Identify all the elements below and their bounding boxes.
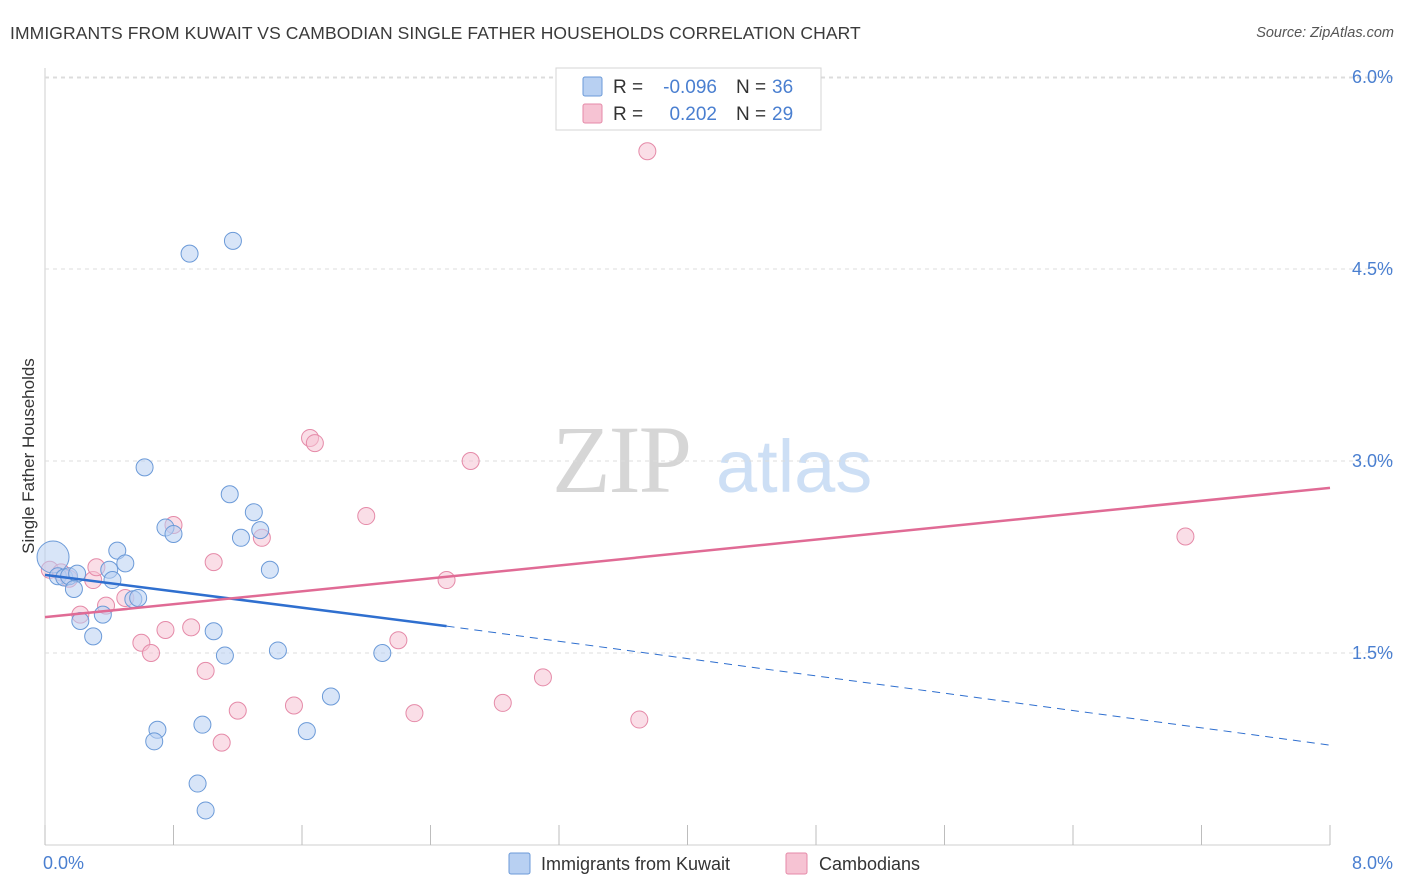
kuwait-point bbox=[193, 715, 212, 734]
kuwait-point bbox=[297, 722, 316, 741]
kuwait-points bbox=[36, 231, 392, 820]
legend-r-label-kuwait: R = bbox=[613, 77, 643, 98]
trend-lines bbox=[44, 486, 1331, 746]
kuwait-point bbox=[251, 521, 270, 540]
kuwait-point bbox=[204, 622, 223, 641]
kuwait-point bbox=[188, 774, 207, 793]
kuwait-point bbox=[180, 244, 199, 263]
cambodians-point bbox=[204, 553, 223, 572]
kuwait-point bbox=[135, 458, 154, 477]
kuwait-point bbox=[321, 687, 340, 706]
series-legend-swatch-cambodians bbox=[785, 852, 808, 875]
series-legend-label-kuwait: Immigrants from Kuwait bbox=[541, 854, 730, 874]
kuwait-point bbox=[260, 560, 279, 579]
kuwait-point bbox=[116, 554, 135, 573]
chart-title: IMMIGRANTS FROM KUWAIT VS CAMBODIAN SING… bbox=[10, 23, 861, 43]
series-legend: Immigrants from Kuwait Cambodians bbox=[508, 852, 920, 875]
kuwait-point bbox=[36, 540, 70, 574]
kuwait-point bbox=[268, 641, 287, 660]
cambodians-point bbox=[305, 434, 324, 453]
y-tick-label: 6.0% bbox=[1352, 67, 1393, 87]
cambodians-trend-line bbox=[44, 486, 1331, 619]
legend-swatch-cambodians bbox=[582, 103, 603, 124]
kuwait-point bbox=[93, 605, 112, 624]
cambodians-point bbox=[284, 696, 303, 715]
cambodians-point bbox=[630, 710, 649, 729]
cambodians-point bbox=[212, 733, 231, 752]
series-legend-label-cambodians: Cambodians bbox=[819, 854, 920, 874]
kuwait-point bbox=[129, 588, 148, 607]
x-tick-label-min: 0.0% bbox=[43, 853, 84, 873]
x-tick-label-max: 8.0% bbox=[1352, 853, 1393, 873]
cambodians-point bbox=[357, 507, 376, 526]
y-tick-label: 4.5% bbox=[1352, 259, 1393, 279]
kuwait-trend-line bbox=[44, 573, 447, 628]
cambodians-point bbox=[638, 142, 657, 161]
watermark-zip: ZIP bbox=[552, 406, 690, 513]
source-credit: Source: ZipAtlas.com bbox=[1256, 25, 1394, 41]
kuwait-point bbox=[231, 528, 250, 547]
cambodians-point bbox=[493, 693, 512, 712]
cambodians-point bbox=[437, 571, 456, 590]
gridlines bbox=[45, 76, 1393, 654]
y-tick-label: 3.0% bbox=[1352, 451, 1393, 471]
kuwait-point bbox=[84, 627, 103, 646]
kuwait-point bbox=[215, 646, 234, 665]
cambodians-point bbox=[196, 661, 215, 680]
legend-r-label-cambodians: R = bbox=[613, 104, 643, 125]
kuwait-point bbox=[220, 485, 239, 504]
kuwait-point bbox=[244, 503, 263, 522]
kuwait-point bbox=[108, 541, 127, 560]
cambodians-point bbox=[156, 620, 175, 639]
legend-r-value-cambodians: 0.202 bbox=[669, 104, 717, 125]
series-legend-swatch-kuwait bbox=[508, 852, 531, 875]
y-tick-label: 1.5% bbox=[1352, 643, 1393, 663]
kuwait-point bbox=[223, 231, 242, 250]
cambodians-point bbox=[533, 668, 552, 687]
kuwait-point bbox=[145, 732, 164, 751]
legend-n-label-kuwait: N = bbox=[736, 77, 766, 98]
y-axis-label: Single Father Households bbox=[19, 358, 38, 554]
cambodians-point bbox=[389, 631, 408, 650]
cambodians-point bbox=[228, 701, 247, 720]
cambodians-point bbox=[182, 618, 201, 637]
cambodians-point bbox=[1176, 527, 1195, 546]
kuwait-point bbox=[196, 801, 215, 820]
kuwait-point bbox=[373, 644, 392, 662]
kuwait-point bbox=[64, 580, 83, 598]
cambodians-point bbox=[142, 644, 161, 662]
kuwait-trend-extension bbox=[446, 625, 1331, 746]
legend-r-value-kuwait: -0.096 bbox=[663, 77, 717, 98]
correlation-legend: R = -0.096 N = 36 R = 0.202 N = 29 bbox=[555, 67, 822, 131]
legend-swatch-kuwait bbox=[582, 76, 603, 97]
legend-n-value-cambodians: 29 bbox=[772, 104, 793, 125]
kuwait-point bbox=[164, 524, 183, 543]
x-ticks bbox=[44, 825, 1331, 845]
cambodians-point bbox=[405, 704, 424, 723]
kuwait-point bbox=[103, 571, 122, 590]
watermark-atlas: atlas bbox=[716, 425, 872, 508]
legend-n-value-kuwait: 36 bbox=[772, 77, 793, 98]
legend-n-label-cambodians: N = bbox=[736, 104, 766, 125]
cambodians-point bbox=[461, 452, 480, 470]
y-tick-labels: 1.5% 3.0% 4.5% 6.0% bbox=[1352, 67, 1393, 663]
